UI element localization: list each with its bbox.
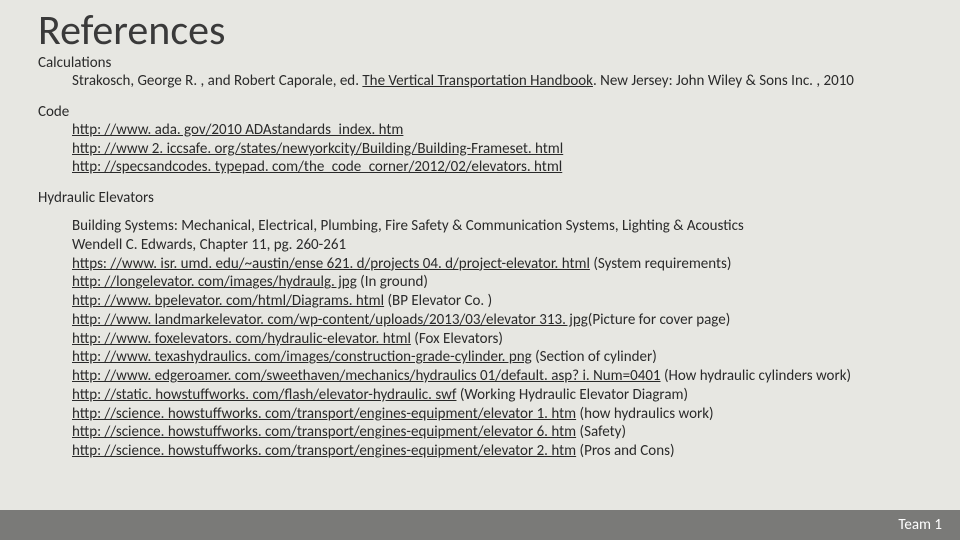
code-link[interactable]: http: //www. ada. gov/2010 ADAstandards_…: [72, 121, 403, 139]
hydraulic-note: (Pros and Cons): [576, 442, 674, 460]
hydraulic-link[interactable]: http: //science. howstuffworks. com/tran…: [72, 423, 576, 441]
calculations-citation: Strakosch, George R. , and Robert Capora…: [72, 72, 922, 91]
hydraulic-line2: Wendell C. Edwards, Chapter 11, pg. 260-…: [72, 236, 922, 255]
hydraulic-note: (Safety): [576, 423, 626, 441]
hydraulic-link[interactable]: https: //www. isr. umd. edu/~austin/ense…: [72, 255, 590, 273]
hydraulic-link-row: http: //www. landmarkelevator. com/wp-co…: [72, 311, 922, 330]
hydraulic-link-row: http: //www. foxelevators. com/hydraulic…: [72, 330, 922, 349]
hydraulic-note: (Working Hydraulic Elevator Diagram): [456, 386, 688, 404]
section-calculations-label: Calculations: [38, 54, 922, 72]
hydraulic-note: (Picture for cover page): [588, 311, 730, 329]
hydraulic-link[interactable]: http: //www. edgeroamer. com/sweethaven/…: [72, 367, 661, 385]
hydraulic-note: (Fox Elevators): [411, 330, 503, 348]
hydraulic-link-row: http: //science. howstuffworks. com/tran…: [72, 405, 922, 424]
citation-book-title: The Vertical Transportation Handbook: [362, 72, 593, 90]
hydraulic-link-row: http: //science. howstuffworks. com/tran…: [72, 423, 922, 442]
hydraulic-note: (how hydraulics work): [576, 405, 713, 423]
hydraulic-line1: Building Systems: Mechanical, Electrical…: [72, 217, 922, 236]
hydraulic-link-row: https: //www. isr. umd. edu/~austin/ense…: [72, 255, 922, 274]
hydraulic-link[interactable]: http: //www. bpelevator. com/html/Diagra…: [72, 292, 384, 310]
hydraulic-link-row: http: //www. bpelevator. com/html/Diagra…: [72, 292, 922, 311]
code-link[interactable]: http: //www 2. iccsafe. org/states/newyo…: [72, 140, 563, 158]
hydraulic-link[interactable]: http: //static. howstuffworks. com/flash…: [72, 386, 456, 404]
hydraulic-link-row: http: //science. howstuffworks. com/tran…: [72, 442, 922, 461]
hydraulic-link-row: http: //www. edgeroamer. com/sweethaven/…: [72, 367, 922, 386]
citation-prefix: Strakosch, George R. , and Robert Capora…: [72, 72, 362, 90]
hydraulic-body: Building Systems: Mechanical, Electrical…: [72, 217, 922, 461]
hydraulic-link[interactable]: http: //www. landmarkelevator. com/wp-co…: [72, 311, 588, 329]
hydraulic-link[interactable]: http: //science. howstuffworks. com/tran…: [72, 442, 576, 460]
footer-text: Team 1: [898, 516, 942, 534]
hydraulic-note: (Section of cylinder): [532, 348, 657, 366]
hydraulic-note: (System requirements): [590, 255, 732, 273]
code-link[interactable]: http: //specsandcodes. typepad. com/the_…: [72, 158, 562, 176]
hydraulic-note: (In ground): [357, 273, 428, 291]
section-code-label: Code: [38, 103, 922, 121]
code-links: http: //www. ada. gov/2010 ADAstandards_…: [72, 121, 922, 177]
hydraulic-link[interactable]: http: //www. texashydraulics. com/images…: [72, 348, 532, 366]
hydraulic-link-row: http: //longelevator. com/images/hydraul…: [72, 273, 922, 292]
hydraulic-link-row: http: //static. howstuffworks. com/flash…: [72, 386, 922, 405]
hydraulic-link[interactable]: http: //science. howstuffworks. com/tran…: [72, 405, 576, 423]
citation-suffix: . New Jersey: John Wiley & Sons Inc. , 2…: [593, 72, 854, 90]
hydraulic-link-row: http: //www. texashydraulics. com/images…: [72, 348, 922, 367]
footer-bar: Team 1: [0, 510, 960, 540]
hydraulic-link[interactable]: http: //www. foxelevators. com/hydraulic…: [72, 330, 411, 348]
slide-content: References Calculations Strakosch, Georg…: [0, 0, 960, 461]
hydraulic-note: (BP Elevator Co. ): [384, 292, 492, 310]
hydraulic-note: (How hydraulic cylinders work): [661, 367, 852, 385]
section-hydraulic-label: Hydraulic Elevators: [38, 189, 922, 207]
page-title: References: [38, 10, 922, 52]
hydraulic-link[interactable]: http: //longelevator. com/images/hydraul…: [72, 273, 357, 291]
